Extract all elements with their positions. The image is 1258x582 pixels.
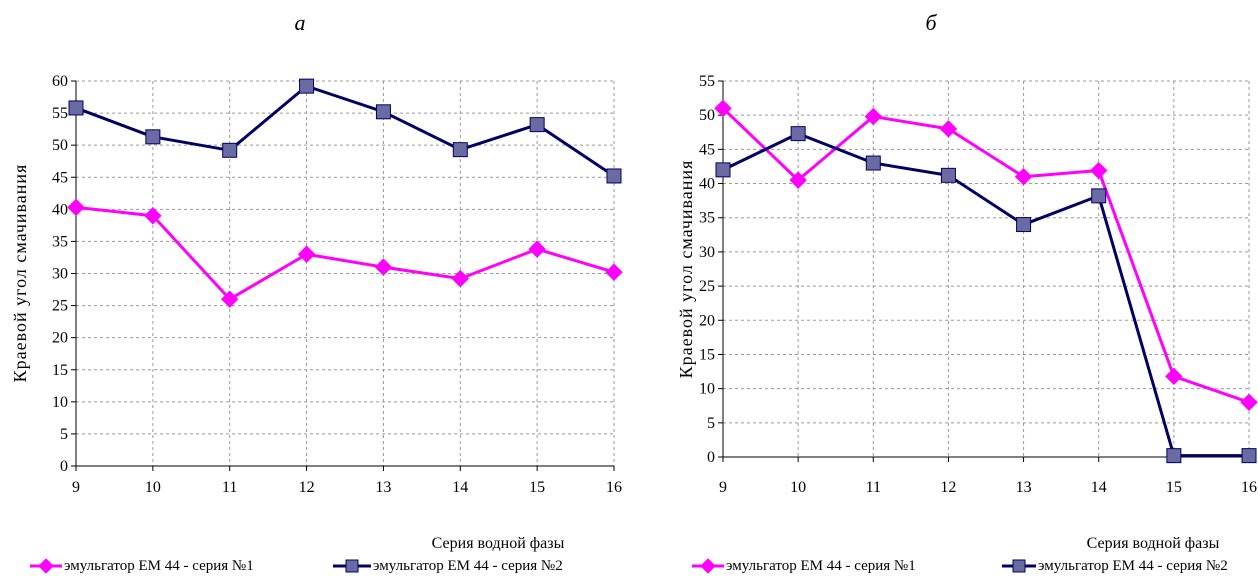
series-2-line (722, 132, 1249, 458)
legend-label: эмульгатор ЕМ 44 - серия №1 (64, 558, 254, 574)
y-tick-label: 40 (699, 176, 715, 193)
series-1-line (75, 205, 615, 301)
x-tick-label: 14 (452, 479, 468, 496)
y-tick-label: 30 (699, 244, 715, 261)
series-2-point (145, 129, 161, 145)
x-tick-label: 15 (529, 479, 545, 496)
series-2-point (1016, 217, 1032, 233)
legend-label: эмульгатор ЕМ 44 - серия №2 (1038, 558, 1228, 574)
chart-title: б (925, 10, 937, 35)
series-2-point (375, 104, 391, 120)
series-1-point (605, 263, 623, 281)
legend-label: эмульгатор ЕМ 44 - серия №1 (726, 558, 916, 574)
y-tick-label: 0 (707, 449, 715, 466)
series-1-point (1090, 161, 1108, 180)
y-tick-label: 0 (60, 458, 68, 475)
x-axis-label: Серия водной фазы (1087, 535, 1220, 552)
y-tick-label: 35 (52, 233, 68, 250)
x-tick-label: 11 (866, 479, 881, 496)
y-tick-label: 5 (707, 415, 715, 432)
series-1-point (374, 258, 393, 276)
legend-marker-diamond (38, 558, 54, 574)
y-tick-label: 25 (52, 298, 68, 315)
y-tick-label: 10 (699, 381, 715, 398)
x-tick-label: 13 (1016, 479, 1032, 496)
x-tick-label: 16 (1241, 479, 1257, 496)
series-1-line (721, 107, 1250, 404)
y-tick-label: 30 (52, 266, 68, 283)
legend-label: эмульгатор ЕМ 44 - серия №2 (373, 558, 563, 574)
y-tick-label: 25 (699, 278, 715, 295)
legend-entry-1: эмульгатор ЕМ 44 - серия №1 (692, 558, 916, 574)
y-axis-label: Краевой угол смачивания (676, 160, 696, 379)
series-1-point (528, 240, 546, 258)
series-2-point (299, 78, 315, 94)
y-axis-label: Краевой угол смачивания (10, 164, 30, 383)
chart-panel-1: а 0 5 10 15 20 25 30 35 40 45 50 55 60 9 10 11 12 13 14 15 16… (10, 10, 623, 574)
series-2-line (75, 84, 615, 178)
x-tick-label: 13 (375, 479, 391, 496)
y-tick-label: 55 (699, 73, 715, 90)
legend-marker-diamond (700, 558, 716, 574)
series-1-point (144, 207, 162, 225)
series-1-point (1165, 367, 1183, 386)
legend-entry-1: эмульгатор ЕМ 44 - серия №1 (30, 558, 254, 574)
series-1-point (67, 198, 85, 217)
series-2-point (529, 117, 545, 133)
y-tick-label: 15 (52, 362, 68, 379)
x-tick-label: 16 (606, 479, 622, 496)
y-tick-label: 50 (52, 137, 68, 154)
y-tick-label: 20 (699, 312, 715, 329)
series-1-point (1014, 168, 1033, 186)
y-tick-label: 5 (60, 426, 68, 443)
x-tick-label: 10 (790, 479, 806, 496)
series-2-point (1241, 448, 1257, 464)
x-tick-label: 9 (719, 479, 727, 496)
legend-entry-2: эмульгатор ЕМ 44 - серия №2 (333, 558, 563, 574)
legend-marker-square (1012, 559, 1026, 573)
series-2-point (1091, 188, 1107, 204)
x-axis-label: Серия водной фазы (432, 535, 565, 552)
series-2-point (222, 142, 238, 158)
series-1-point (864, 107, 882, 126)
series-1-point (789, 171, 807, 189)
x-tick-label: 11 (222, 479, 237, 496)
series-2-point (940, 167, 956, 183)
x-tick-label: 9 (72, 479, 80, 496)
series-1-point (1240, 393, 1258, 412)
series-2-point (790, 126, 806, 142)
y-tick-label: 60 (52, 73, 68, 90)
x-tick-label: 10 (145, 479, 161, 496)
x-tick-label: 15 (1166, 479, 1182, 496)
series-1-point (451, 269, 469, 288)
y-tick-label: 45 (52, 169, 68, 186)
y-tick-label: 55 (52, 105, 68, 122)
series-1-point (939, 120, 958, 138)
y-tick-label: 10 (52, 394, 68, 411)
series-2-point (1166, 448, 1182, 464)
series-2-point (715, 162, 731, 178)
legend-entry-2: эмульгатор ЕМ 44 - серия №2 (1002, 558, 1228, 574)
chart-panel-2: б 0 5 10 15 20 25 30 35 40 45 50 55 9 10 11 12 13 14 15 16 Кр… (676, 10, 1258, 574)
legend-marker-square (345, 559, 359, 573)
chart-title: а (295, 10, 306, 35)
y-tick-label: 50 (699, 107, 715, 124)
series-2-point (68, 100, 84, 116)
series-1-point (221, 290, 239, 308)
y-tick-label: 15 (699, 346, 715, 363)
x-tick-label: 12 (940, 479, 956, 496)
series-1-point (297, 245, 316, 263)
x-tick-label: 14 (1091, 479, 1107, 496)
x-tick-label: 12 (299, 479, 315, 496)
y-tick-label: 40 (52, 201, 68, 218)
series-2-point (452, 142, 468, 158)
series-1-point (714, 99, 732, 118)
y-tick-label: 20 (52, 330, 68, 347)
series-2-point (606, 168, 622, 184)
y-tick-label: 35 (699, 210, 715, 227)
y-tick-label: 45 (699, 141, 715, 158)
series-2-point (865, 155, 881, 171)
